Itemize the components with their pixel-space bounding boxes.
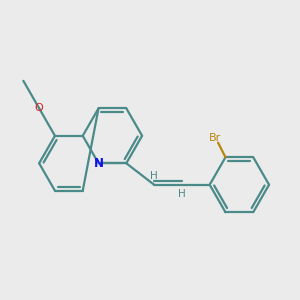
Text: H: H [150, 171, 158, 181]
Text: O: O [35, 103, 44, 113]
Text: Br: Br [209, 133, 222, 142]
Text: N: N [94, 157, 103, 170]
Text: H: H [178, 189, 186, 199]
